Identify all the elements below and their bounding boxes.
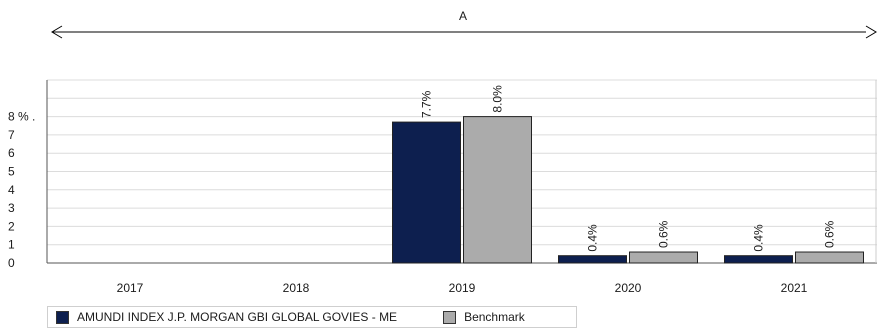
bar-label-fund-2020: 0.4% — [586, 224, 600, 252]
y-axis-ticks: 0 1 2 3 4 5 6 7 8 % . — [8, 110, 35, 270]
bar-label-benchmark-2019: 8.0% — [491, 85, 505, 113]
period-arrow-right-head — [865, 25, 877, 39]
bar-label-benchmark-2020: 0.6% — [657, 220, 671, 248]
bar-label-benchmark-2021: 0.6% — [823, 220, 837, 248]
x-tick-label: 2019 — [449, 281, 476, 295]
legend-swatch-benchmark — [443, 310, 457, 324]
bar-fund-2021 — [724, 255, 793, 264]
y-tick-label: 4 — [8, 183, 15, 197]
y-tick-label: 7 — [8, 128, 15, 142]
bar-benchmark-2021 — [795, 251, 864, 264]
x-tick-label: 2017 — [117, 281, 144, 295]
x-tick-label: 2020 — [615, 281, 642, 295]
bar-fund-2019 — [392, 121, 461, 264]
legend-label-benchmark: Benchmark — [464, 310, 525, 324]
y-tick-label: 1 — [8, 238, 15, 252]
legend: AMUNDI INDEX J.P. MORGAN GBI GLOBAL GOVI… — [47, 306, 577, 328]
bar-fund-2020 — [558, 255, 627, 264]
legend-label-fund: AMUNDI INDEX J.P. MORGAN GBI GLOBAL GOVI… — [77, 310, 398, 324]
period-label: A — [459, 9, 467, 23]
x-tick-label: 2018 — [283, 281, 310, 295]
bar-label-fund-2021: 0.4% — [752, 224, 766, 252]
y-tick-label: 3 — [8, 201, 15, 215]
legend-item-benchmark: Benchmark — [443, 310, 525, 324]
bars: 7.7% 8.0% 0.4% 0.6% 0.4% 0.6% — [392, 85, 864, 264]
y-tick-label: 8 % . — [8, 110, 35, 124]
y-tick-label: 0 — [8, 256, 15, 270]
y-tick-label: 5 — [8, 165, 15, 179]
bar-benchmark-2019 — [463, 116, 532, 264]
grid-lines — [47, 79, 877, 246]
period-indicator: A — [51, 9, 877, 39]
y-tick-label: 2 — [8, 219, 15, 233]
x-axis-ticks: 2017 2018 2019 2020 2021 — [117, 281, 808, 295]
y-tick-label: 6 — [8, 146, 15, 160]
bar-benchmark-2020 — [629, 251, 698, 264]
legend-swatch-fund — [56, 310, 69, 324]
x-tick-label: 2021 — [781, 281, 808, 295]
legend-item-fund: AMUNDI INDEX J.P. MORGAN GBI GLOBAL GOVI… — [56, 310, 397, 324]
bar-label-fund-2019: 7.7% — [420, 90, 434, 118]
period-arrow-left-head — [51, 25, 63, 39]
